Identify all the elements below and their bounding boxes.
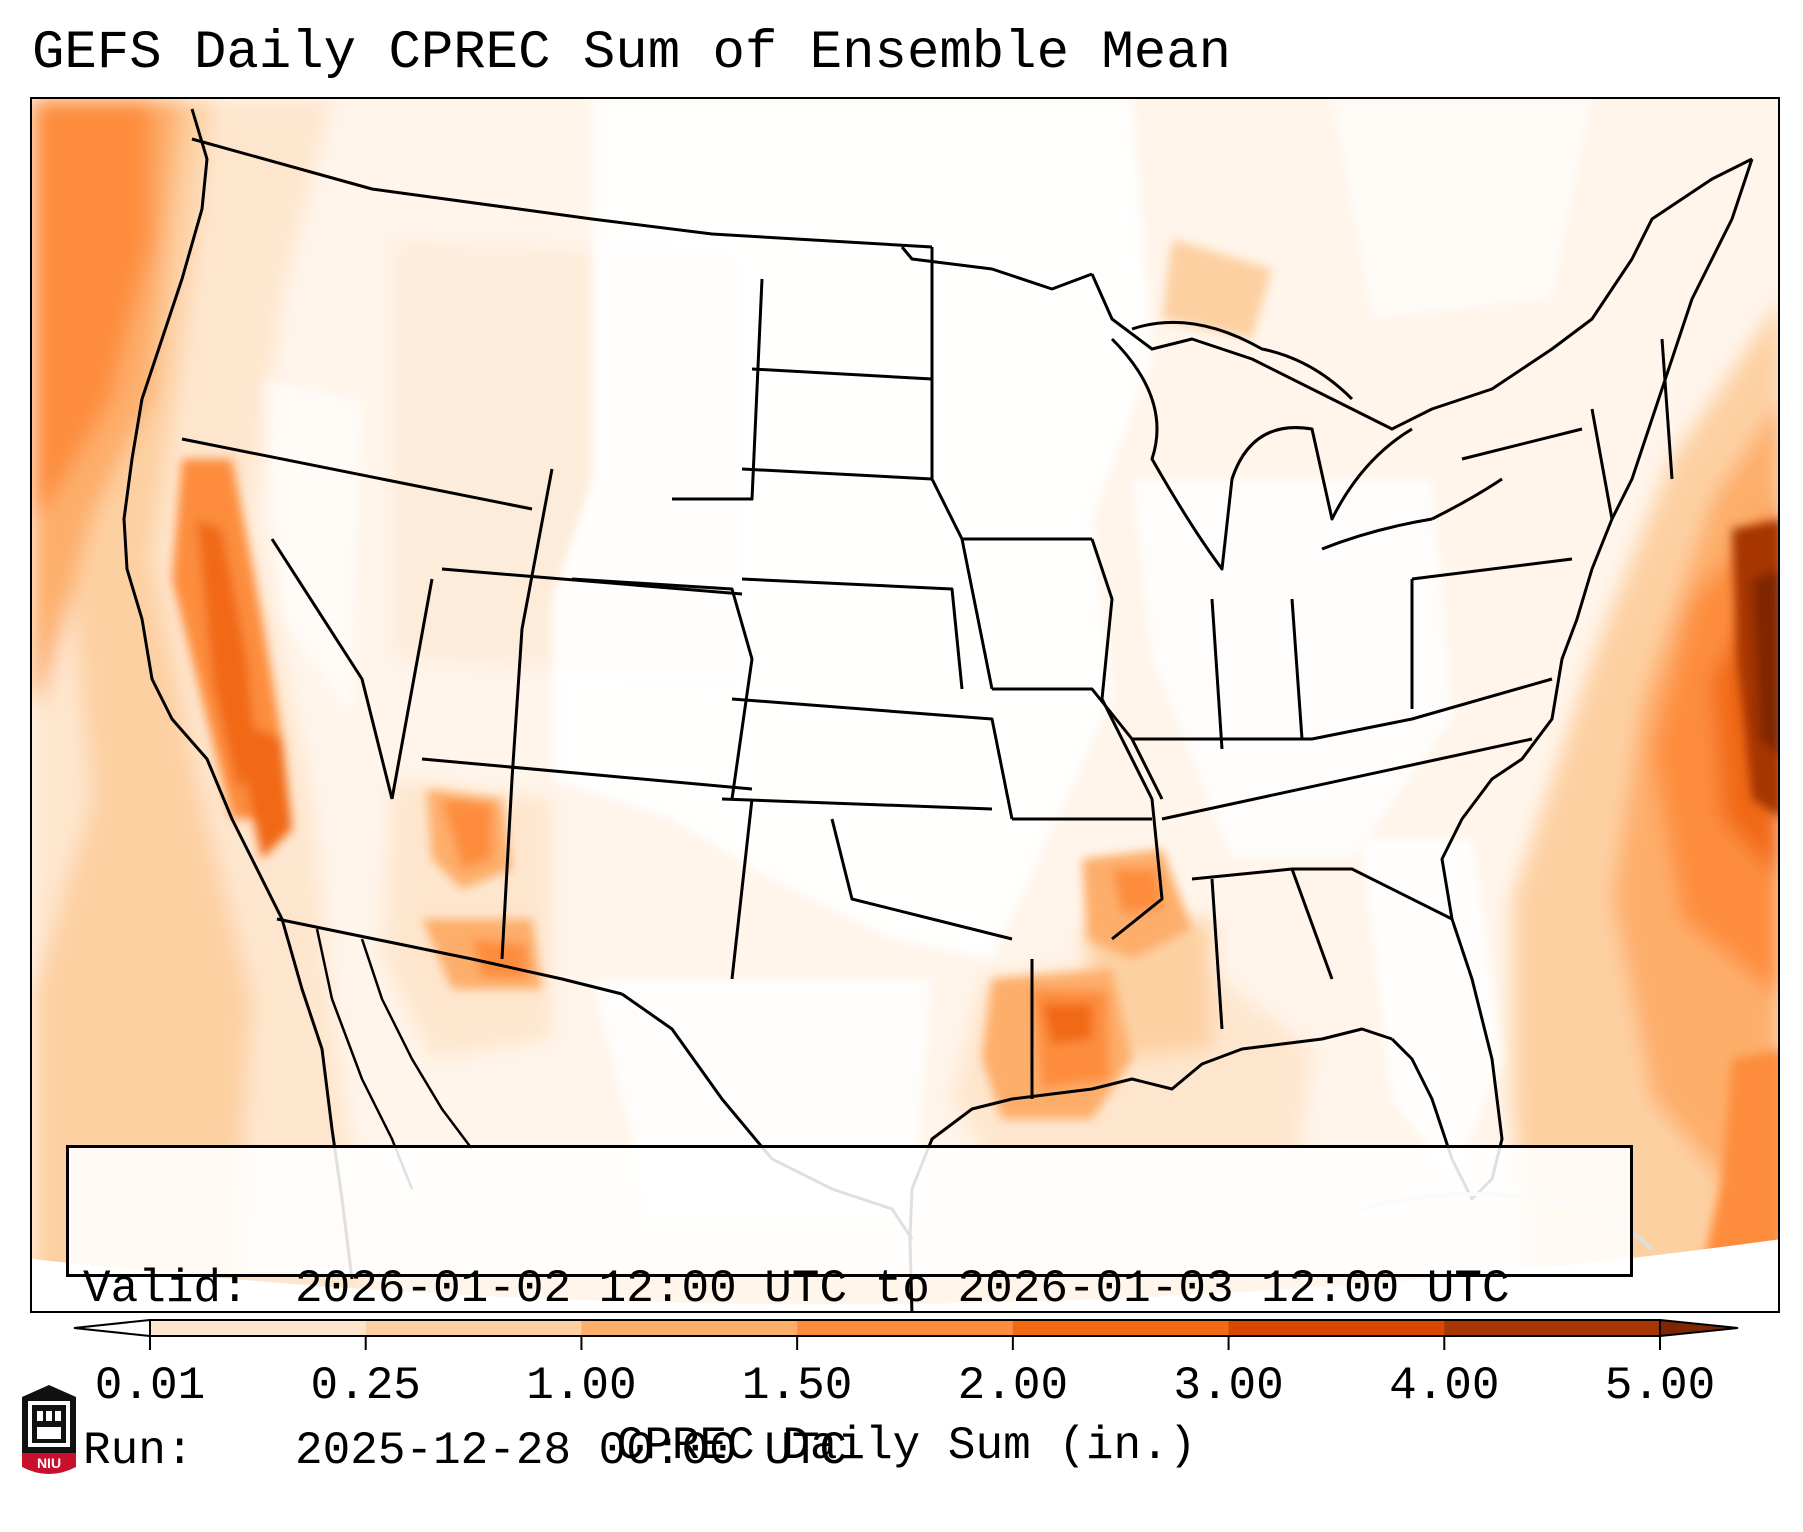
precip-shading [32, 99, 1778, 1311]
colorbar-segment [581, 1320, 798, 1336]
colorbar-tick-label: 0.01 [94, 1360, 206, 1412]
colorbar-extend-low [73, 1318, 151, 1338]
colorbar-tick-label: 5.00 [1604, 1360, 1716, 1412]
colorbar-extend-high [1659, 1318, 1739, 1338]
colorbar-segment [365, 1320, 582, 1336]
colorbar [73, 1318, 1739, 1350]
valid-line: Valid: 2026-01-02 12:00 UTC to 2026-01-03… [83, 1262, 1630, 1316]
colorbar-segment [1444, 1320, 1661, 1336]
colorbar-tick-label: 1.00 [526, 1360, 637, 1412]
logo-text: NIU [37, 1455, 61, 1471]
niu-tower-logo-icon: NIU [22, 1385, 76, 1474]
run-key: Run: [83, 1425, 194, 1477]
map-canvas [32, 99, 1778, 1311]
precipitation-map [30, 97, 1780, 1313]
colorbar-tick-label: 1.50 [741, 1360, 853, 1412]
state-boundaries [122, 108, 1754, 1311]
colorbar-segment [797, 1320, 1014, 1336]
run-value: 2025-12-28 00:00 UTC [295, 1425, 848, 1477]
colorbar-tick-label: 0.25 [310, 1360, 421, 1412]
valid-value: 2026-01-02 12:00 UTC to 2026-01-03 12:00… [295, 1263, 1510, 1315]
valid-key: Valid: [83, 1263, 249, 1315]
colorbar-label: CPREC Daily Sum (in.) [616, 1420, 1197, 1472]
colorbar-outline [149, 1319, 1661, 1337]
colorbar-segment [1012, 1320, 1230, 1336]
colorbar-tick-label: 3.00 [1173, 1360, 1284, 1412]
map-title: GEFS Daily CPREC Sum of Ensemble Mean [32, 23, 1231, 84]
colorbar-tick-label: 2.00 [957, 1360, 1069, 1412]
run-line: Run: 2025-12-28 00:00 UTC [83, 1424, 1630, 1478]
colorbar-segment [150, 1320, 367, 1336]
colorbar-tick-label: 4.00 [1389, 1360, 1500, 1412]
valid-run-box: Valid: 2026-01-02 12:00 UTC to 2026-01-03… [66, 1145, 1633, 1477]
colorbar-segment [1228, 1320, 1445, 1336]
